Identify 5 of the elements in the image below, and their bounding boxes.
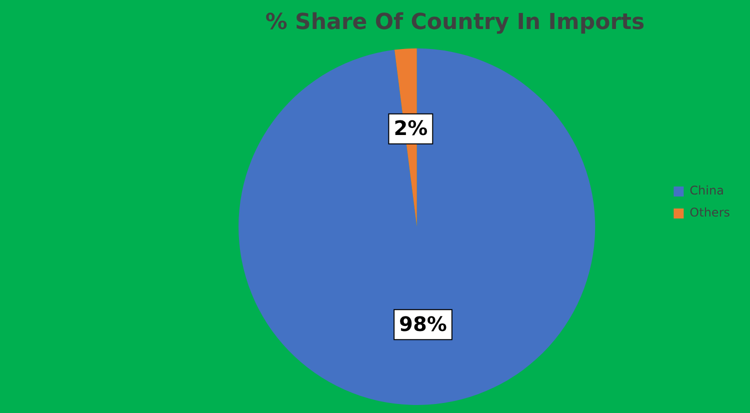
legend-label: China — [690, 184, 724, 198]
legend-label: Others — [690, 206, 730, 220]
chart-title: % Share Of Country In Imports — [265, 10, 645, 35]
data-label: 98% — [399, 312, 447, 336]
data-label: 2% — [394, 116, 428, 140]
